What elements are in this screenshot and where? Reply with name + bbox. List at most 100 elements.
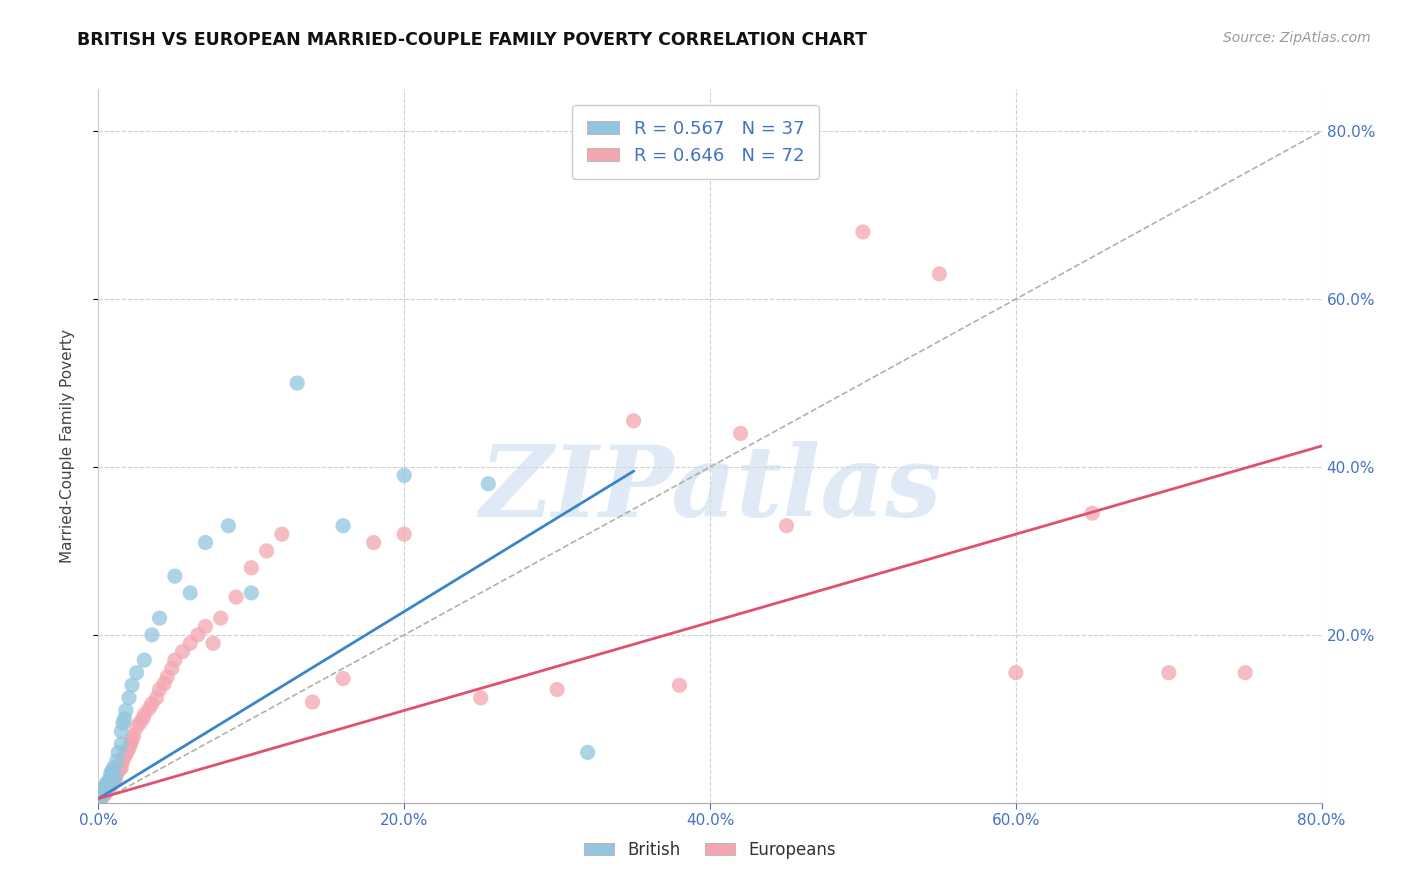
Point (100, 771, 122, 785)
Point (97, 777, 120, 791)
Point (125, 720, 148, 734)
Point (730, 426, 752, 441)
Point (928, 267, 950, 281)
Point (217, 518, 239, 533)
Point (90, 791, 112, 805)
Point (118, 690, 141, 705)
Point (163, 653, 186, 667)
Point (668, 678, 690, 692)
Point (121, 678, 143, 692)
Point (160, 661, 183, 675)
Point (852, 225, 875, 239)
Point (1081, 506, 1104, 520)
Point (105, 766, 128, 780)
Point (141, 697, 163, 711)
Point (89, 789, 111, 803)
Point (91, 788, 114, 802)
Point (94, 777, 117, 791)
Point (110, 724, 132, 739)
Point (179, 586, 201, 600)
Point (332, 518, 354, 533)
Point (118, 741, 141, 756)
Point (98, 774, 121, 789)
Point (100, 779, 122, 793)
Point (1234, 665, 1257, 680)
Point (115, 703, 138, 717)
Point (100, 766, 122, 780)
Y-axis label: Married-Couple Family Poverty: Married-Couple Family Poverty (60, 329, 75, 563)
Point (121, 732, 143, 747)
Point (110, 737, 132, 751)
Point (363, 535, 385, 549)
Point (285, 376, 308, 390)
Point (104, 772, 127, 787)
Point (94, 786, 117, 800)
Point (89, 791, 111, 805)
Point (103, 774, 125, 789)
Point (120, 737, 142, 751)
Point (775, 518, 797, 533)
Point (128, 716, 150, 731)
Point (240, 586, 263, 600)
Point (105, 754, 128, 768)
Point (117, 744, 139, 758)
Legend: British, Europeans: British, Europeans (576, 835, 844, 866)
Point (477, 476, 499, 491)
Point (98, 780, 121, 795)
Point (101, 771, 124, 785)
Point (1157, 665, 1180, 680)
Point (93, 786, 115, 800)
Point (101, 777, 124, 791)
Point (107, 746, 129, 760)
Point (90, 789, 112, 803)
Point (134, 707, 156, 722)
Point (134, 653, 156, 667)
Point (149, 682, 172, 697)
Text: Source: ZipAtlas.com: Source: ZipAtlas.com (1223, 31, 1371, 45)
Point (179, 636, 201, 650)
Point (623, 414, 645, 428)
Point (112, 749, 135, 764)
Point (111, 754, 134, 768)
Point (94, 779, 117, 793)
Point (103, 760, 125, 774)
Point (202, 636, 225, 650)
Point (576, 746, 599, 760)
Point (112, 712, 135, 726)
Point (145, 690, 167, 705)
Point (546, 682, 568, 697)
Point (93, 780, 115, 795)
Point (107, 764, 129, 778)
Point (153, 676, 176, 690)
Point (149, 611, 172, 625)
Point (187, 628, 209, 642)
Point (125, 665, 148, 680)
Point (141, 628, 163, 642)
Point (97, 774, 120, 789)
Text: ZIPatlas: ZIPatlas (479, 441, 941, 537)
Point (138, 702, 160, 716)
Point (270, 527, 292, 541)
Point (194, 535, 217, 549)
Point (104, 771, 127, 785)
Point (470, 690, 492, 705)
Point (94, 780, 117, 795)
Point (111, 716, 134, 731)
Point (91, 789, 114, 803)
Point (90, 786, 112, 800)
Point (108, 762, 131, 776)
Point (91, 783, 114, 797)
Point (100, 772, 122, 787)
Point (156, 670, 179, 684)
Point (110, 760, 132, 774)
Point (122, 729, 145, 743)
Point (101, 764, 124, 778)
Point (132, 712, 155, 726)
Point (93, 788, 115, 802)
Point (103, 769, 125, 783)
Point (225, 590, 247, 604)
Point (115, 747, 138, 761)
Point (256, 544, 278, 558)
Point (209, 611, 232, 625)
Point (194, 619, 217, 633)
